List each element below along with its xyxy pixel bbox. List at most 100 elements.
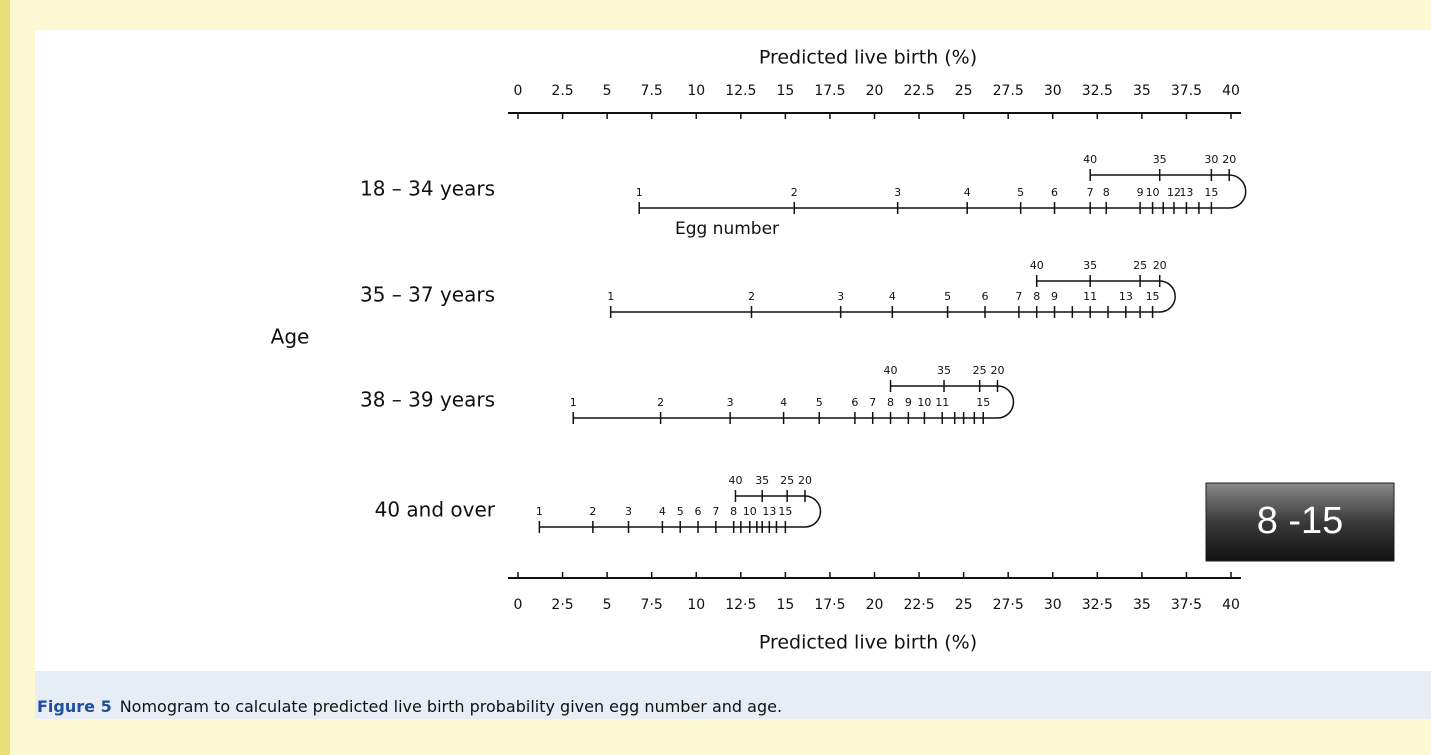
tick-label: 20 xyxy=(866,597,884,613)
egg-label: 8 xyxy=(730,505,737,518)
tick-label: 40 xyxy=(1222,83,1240,99)
upper-label: 35 xyxy=(755,474,769,487)
egg-label: 6 xyxy=(1051,186,1058,199)
tick-label: 17.5 xyxy=(814,83,845,99)
caption-label: Figure 5 xyxy=(37,697,112,716)
egg-label: 15 xyxy=(1146,290,1160,303)
upper-label: 40 xyxy=(728,474,742,487)
tick-label: 10 xyxy=(687,597,705,613)
egg-label: 6 xyxy=(851,396,858,409)
tick-label: 5 xyxy=(603,83,612,99)
egg-label: 8 xyxy=(1103,186,1110,199)
upper-label: 40 xyxy=(884,364,898,377)
tick-label: 10 xyxy=(687,83,705,99)
upper-label: 25 xyxy=(1133,259,1147,272)
egg-label: 5 xyxy=(816,396,823,409)
caption-band xyxy=(35,671,1431,719)
egg-label: 6 xyxy=(982,290,989,303)
upper-label: 20 xyxy=(990,364,1004,377)
upper-label: 20 xyxy=(798,474,812,487)
egg-label: 11 xyxy=(935,396,949,409)
tick-label: 22·5 xyxy=(903,597,934,613)
egg-label: 12 xyxy=(1167,186,1181,199)
egg-label: 2 xyxy=(589,505,596,518)
egg-label: 4 xyxy=(889,290,896,303)
upper-label: 35 xyxy=(1083,259,1097,272)
upper-label: 30 xyxy=(1204,153,1218,166)
row-label: 18 – 34 years xyxy=(360,177,495,201)
upper-label: 25 xyxy=(780,474,794,487)
egg-label: 1 xyxy=(607,290,614,303)
egg-label: 15 xyxy=(778,505,792,518)
tick-label: 7·5 xyxy=(641,597,663,613)
upper-label: 35 xyxy=(937,364,951,377)
edge-strip xyxy=(0,0,10,755)
egg-label: 13 xyxy=(762,505,776,518)
tick-label: 32·5 xyxy=(1082,597,1113,613)
egg-label: 4 xyxy=(964,186,971,199)
tick-label: 15 xyxy=(776,83,794,99)
egg-label: 8 xyxy=(887,396,894,409)
tick-label: 30 xyxy=(1044,597,1062,613)
top-axis-title: Predicted live birth (%) xyxy=(759,47,977,69)
tick-label: 17·5 xyxy=(814,597,845,613)
egg-label: 9 xyxy=(1137,186,1144,199)
tick-label: 0 xyxy=(514,597,523,613)
callout-text: 8 -15 xyxy=(1257,500,1344,542)
egg-label: 4 xyxy=(780,396,787,409)
caption: Figure 5 Nomogram to calculate predicted … xyxy=(37,697,782,716)
egg-label: 5 xyxy=(944,290,951,303)
egg-scale xyxy=(639,174,1247,209)
egg-label: 7 xyxy=(1087,186,1094,199)
egg-label: 3 xyxy=(894,186,901,199)
egg-label: 13 xyxy=(1119,290,1133,303)
egg-label: 2 xyxy=(748,290,755,303)
tick-label: 37·5 xyxy=(1171,597,1202,613)
tick-label: 2.5 xyxy=(551,83,573,99)
upper-label: 40 xyxy=(1030,259,1044,272)
tick-label: 32.5 xyxy=(1082,83,1113,99)
tick-label: 25 xyxy=(955,597,973,613)
egg-label: 3 xyxy=(727,396,734,409)
tick-label: 2·5 xyxy=(551,597,573,613)
tick-label: 15 xyxy=(776,597,794,613)
row-label: 38 – 39 years xyxy=(360,388,495,412)
tick-label: 12·5 xyxy=(725,597,756,613)
upper-label: 20 xyxy=(1153,259,1167,272)
egg-label: 13 xyxy=(1179,186,1193,199)
egg-label: 6 xyxy=(695,505,702,518)
upper-label: 40 xyxy=(1083,153,1097,166)
egg-label: 1 xyxy=(636,186,643,199)
egg-label: 4 xyxy=(659,505,666,518)
egg-label: 5 xyxy=(677,505,684,518)
tick-label: 27·5 xyxy=(993,597,1024,613)
egg-label: 8 xyxy=(1033,290,1040,303)
tick-label: 12.5 xyxy=(725,83,756,99)
egg-label: 10 xyxy=(1146,186,1160,199)
egg-scale xyxy=(539,495,822,528)
caption-text: Nomogram to calculate predicted live bir… xyxy=(120,697,782,716)
tick-label: 25 xyxy=(955,83,973,99)
egg-label: 7 xyxy=(869,396,876,409)
egg-label: 7 xyxy=(1015,290,1022,303)
tick-label: 27.5 xyxy=(993,83,1024,99)
tick-label: 20 xyxy=(866,83,884,99)
egg-scale xyxy=(573,385,1015,419)
egg-label: 7 xyxy=(712,505,719,518)
tick-label: 0 xyxy=(514,83,523,99)
egg-label: 9 xyxy=(1051,290,1058,303)
egg-label: 1 xyxy=(536,505,543,518)
egg-label: 15 xyxy=(1204,186,1218,199)
egg-label: 3 xyxy=(837,290,844,303)
tick-label: 30 xyxy=(1044,83,1062,99)
scale-label: Egg number xyxy=(675,219,779,239)
row-label: 35 – 37 years xyxy=(360,283,495,307)
bottom-axis-title: Predicted live birth (%) xyxy=(759,632,977,654)
egg-label: 15 xyxy=(976,396,990,409)
upper-label: 35 xyxy=(1153,153,1167,166)
egg-label: 3 xyxy=(625,505,632,518)
group-label: Age xyxy=(271,325,310,349)
tick-label: 35 xyxy=(1133,597,1151,613)
